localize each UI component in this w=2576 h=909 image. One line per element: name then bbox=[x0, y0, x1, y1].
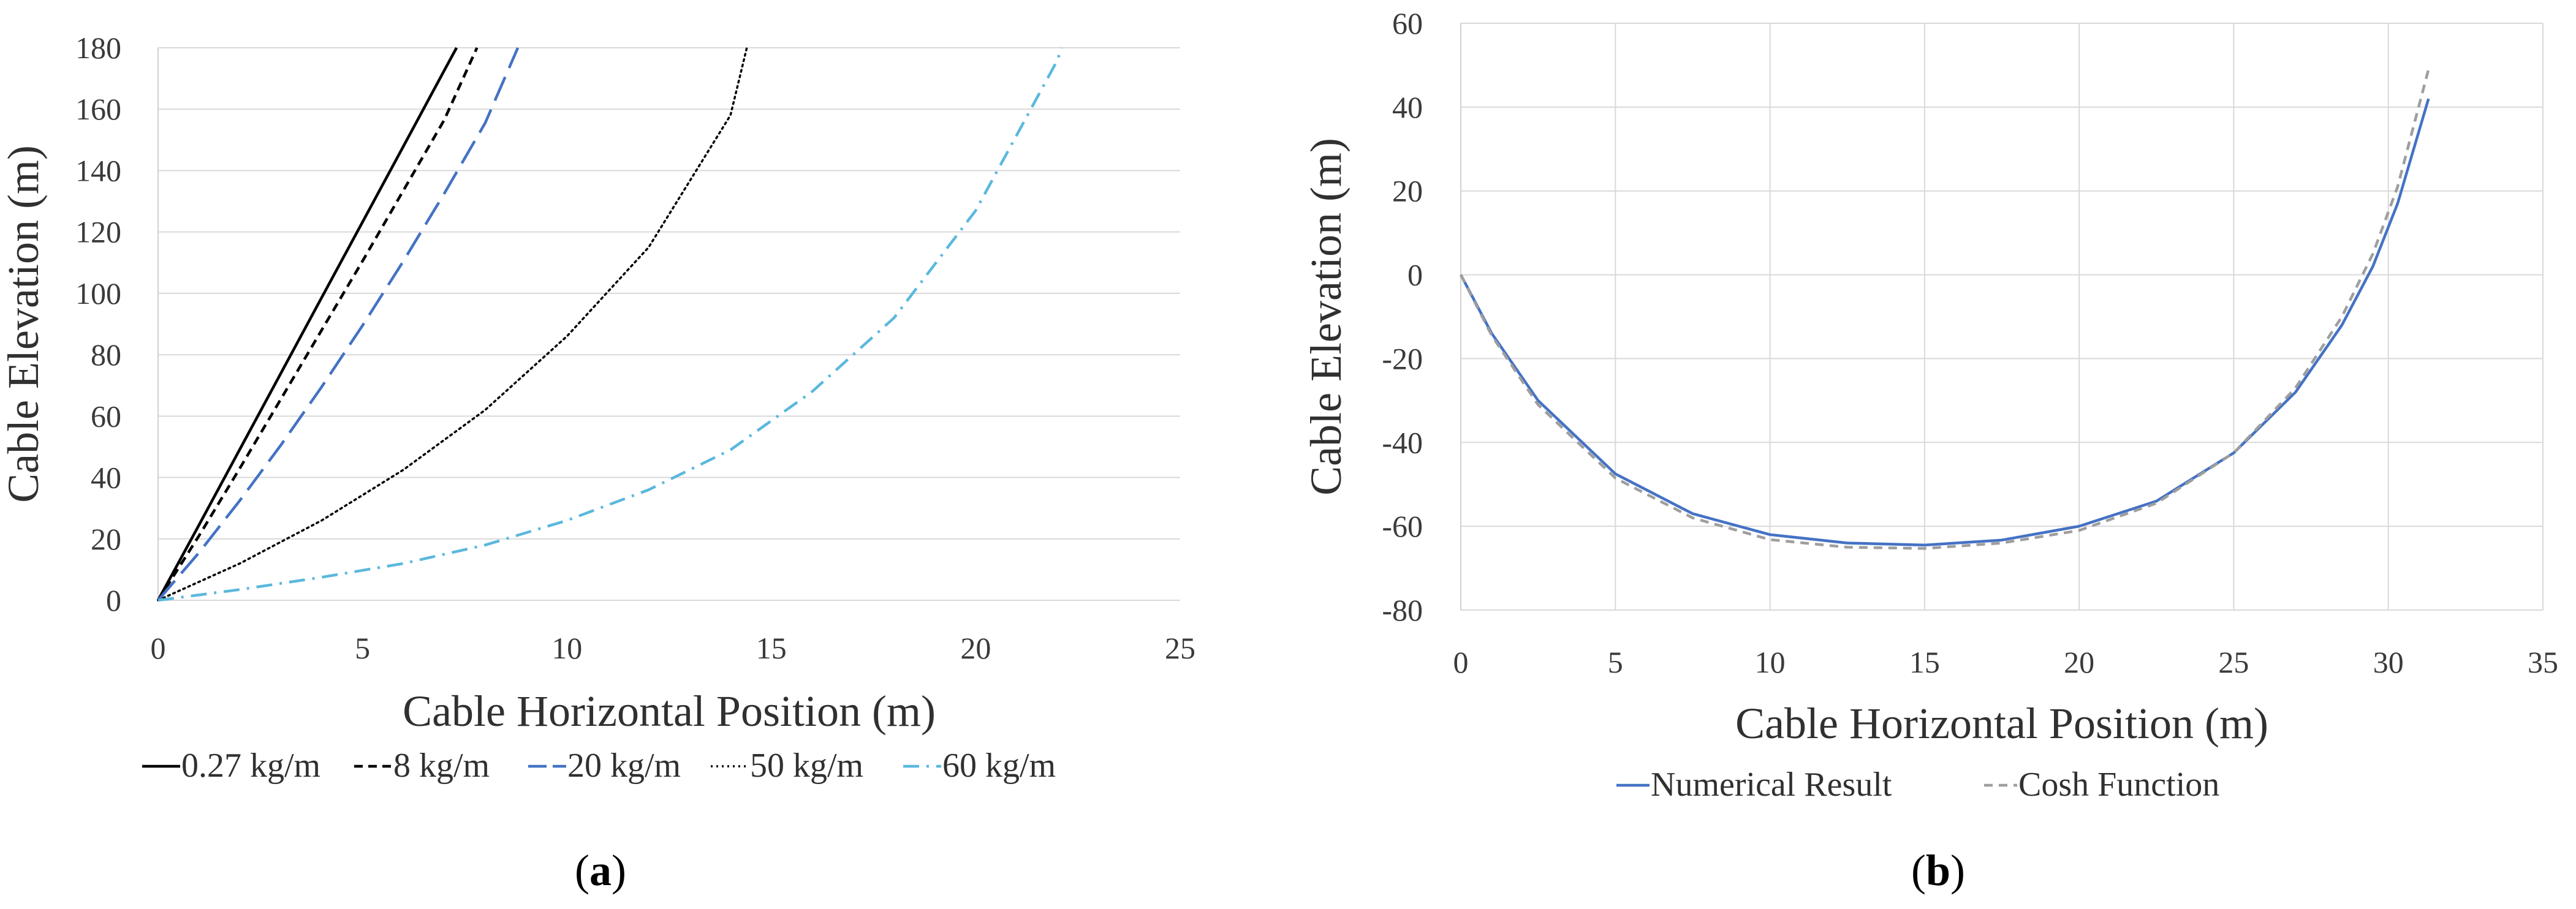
legend-label-1: Numerical Result bbox=[1651, 766, 1892, 804]
x-tick-label: 15 bbox=[1909, 645, 1940, 679]
x-tick-label: 25 bbox=[2218, 645, 2249, 679]
y-tick-label: 0 bbox=[1407, 258, 1423, 292]
x-axis-title: Cable Horizontal Position (m) bbox=[1735, 699, 2268, 748]
x-tick-label: 5 bbox=[1608, 645, 1623, 679]
x-tick-label: 5 bbox=[355, 631, 370, 665]
y-tick-label: 160 bbox=[75, 92, 121, 126]
y-tick-label: 60 bbox=[91, 399, 121, 433]
series-line-2 bbox=[1459, 69, 2430, 550]
y-tick-label: 40 bbox=[91, 461, 121, 495]
y-tick-label: 120 bbox=[75, 215, 121, 249]
y-tick-label: 80 bbox=[91, 338, 121, 372]
x-tick-label: 15 bbox=[756, 631, 787, 665]
chart-panel-a: 0 5 10 15 20 25 0 20 40 60 80 100 120 140 160 180 Cable … bbox=[0, 31, 1195, 895]
panel-caption: (b) bbox=[1911, 846, 1965, 895]
legend-label-5: 60 kg/m bbox=[942, 747, 1056, 785]
x-tick-label: 35 bbox=[2528, 645, 2558, 679]
y-tick-label: 60 bbox=[1392, 6, 1423, 40]
y-tick-label: 20 bbox=[91, 522, 121, 556]
series-line-4 bbox=[157, 47, 748, 602]
x-tick-label: 0 bbox=[1453, 645, 1469, 679]
series-line-1 bbox=[157, 47, 458, 602]
x-tick-label: 20 bbox=[2064, 645, 2094, 679]
x-axis-title: Cable Horizontal Position (m) bbox=[403, 687, 936, 736]
series-line-3 bbox=[157, 47, 520, 602]
legend-label-3: 20 kg/m bbox=[567, 747, 681, 785]
y-axis-title: Cable Elevation (m) bbox=[1301, 138, 1351, 496]
x-tick-label: 10 bbox=[551, 631, 582, 665]
x-tick-label: 10 bbox=[1755, 645, 1786, 679]
panel-caption: (a) bbox=[575, 846, 626, 895]
y-tick-label: 0 bbox=[106, 583, 121, 617]
legend-label-2: 8 kg/m bbox=[393, 747, 490, 785]
y-tick-label: 40 bbox=[1392, 90, 1423, 124]
series-line-1 bbox=[1460, 98, 2430, 547]
series-line-5 bbox=[157, 47, 1063, 602]
chart-panel-b: 0 5 10 15 20 25 30 35 -80 -60 -40 -20 0 20 40 60 Cable H… bbox=[1301, 6, 2558, 895]
y-tick-label: 20 bbox=[1392, 174, 1423, 208]
y-tick-label: 100 bbox=[75, 276, 121, 311]
x-tick-label: 30 bbox=[2373, 645, 2404, 679]
x-tick-label: 25 bbox=[1165, 631, 1195, 665]
x-tick-label: 20 bbox=[960, 631, 991, 665]
y-tick-label: -40 bbox=[1382, 425, 1423, 459]
y-tick-label: -80 bbox=[1382, 593, 1423, 627]
legend-label-4: 50 kg/m bbox=[750, 747, 863, 785]
x-tick-label: 0 bbox=[151, 631, 166, 665]
y-tick-label: -20 bbox=[1382, 341, 1423, 375]
y-tick-label: -60 bbox=[1382, 509, 1423, 543]
series-line-2 bbox=[157, 47, 479, 602]
legend-label-1: 0.27 kg/m bbox=[181, 747, 320, 785]
legend-label-2: Cosh Function bbox=[2018, 766, 2219, 804]
y-tick-label: 180 bbox=[75, 31, 121, 65]
y-axis-title: Cable Elevation (m) bbox=[0, 145, 48, 503]
y-tick-label: 140 bbox=[75, 153, 121, 187]
